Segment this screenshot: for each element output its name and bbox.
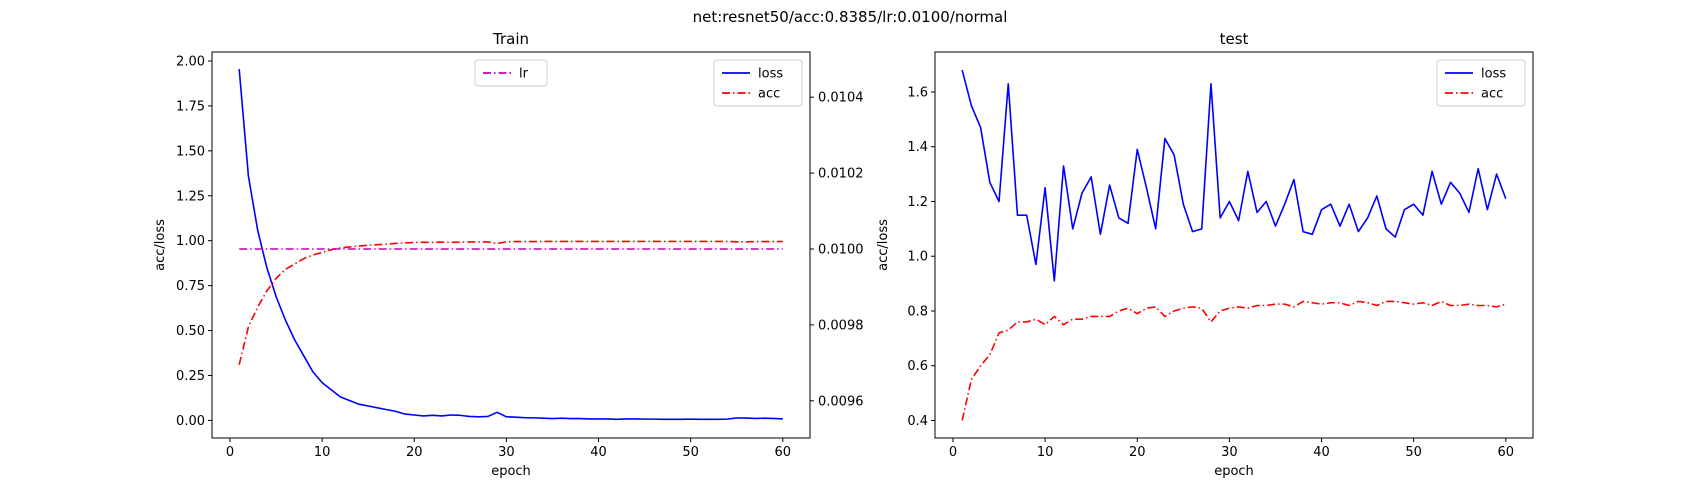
y2-tick-label: 0.0100 xyxy=(818,242,864,257)
legend-label-lr: lr xyxy=(519,67,529,82)
y2-tick-label: 0.0104 xyxy=(818,91,864,106)
y-tick-label: 0.50 xyxy=(176,324,205,339)
x-tick-label: 60 xyxy=(775,445,792,460)
x-axis-label: epoch xyxy=(491,464,531,479)
y-tick-label: 0.00 xyxy=(176,414,205,429)
x-tick-label: 0 xyxy=(226,445,234,460)
legend-box xyxy=(713,59,803,107)
x-tick-label: 40 xyxy=(590,445,607,460)
legend-label-acc: acc xyxy=(758,87,780,102)
panel-title: Train xyxy=(492,30,529,48)
y-tick-label: 0.25 xyxy=(176,369,205,384)
legend-label-acc: acc xyxy=(1481,87,1503,102)
series-line-loss xyxy=(238,69,783,421)
y-tick-label: 1.00 xyxy=(176,234,205,249)
y-tick-label: 0.75 xyxy=(176,279,205,294)
series-line-acc xyxy=(238,240,783,365)
x-tick-label: 60 xyxy=(1498,445,1515,460)
x-tick-label: 20 xyxy=(1129,445,1146,460)
series-line-loss xyxy=(961,69,1507,282)
legend-label-loss: loss xyxy=(758,67,783,82)
y-tick-label: 1.50 xyxy=(176,144,205,159)
y2-tick-label: 0.0102 xyxy=(818,167,864,182)
y-tick-label: 0.8 xyxy=(907,304,928,319)
legend-label-loss: loss xyxy=(1481,67,1506,82)
y2-tick-label: 0.0098 xyxy=(818,318,864,333)
y-tick-label: 0.4 xyxy=(907,414,928,429)
x-tick-label: 10 xyxy=(314,445,331,460)
y-tick-label: 1.2 xyxy=(907,195,928,210)
x-tick-label: 20 xyxy=(406,445,423,460)
y-tick-label: 0.6 xyxy=(907,359,928,374)
x-axis-label: epoch xyxy=(1214,464,1254,479)
plot-frame xyxy=(211,51,811,439)
x-tick-label: 30 xyxy=(498,445,515,460)
y-tick-label: 2.00 xyxy=(176,54,205,69)
figure-suptitle: net:resnet50/acc:0.8385/lr:0.0100/normal xyxy=(693,8,1008,26)
y-tick-label: 1.0 xyxy=(907,250,928,265)
x-tick-label: 40 xyxy=(1313,445,1330,460)
x-tick-label: 10 xyxy=(1037,445,1054,460)
y-tick-label: 1.4 xyxy=(907,140,928,155)
test-panel: test 0 10 20 30 40 50 60 0.4 0.6 0.8 1.0 1.2 1.4 1.6 ep… xyxy=(876,30,1534,479)
plot-frame xyxy=(934,51,1534,439)
y-axis-label: acc/loss xyxy=(876,219,891,271)
train-panel: Train 0 10 20 30 40 50 60 0.00 0.25 0.50 0.75 1.00 1.… xyxy=(153,30,864,479)
x-tick-label: 0 xyxy=(949,445,957,460)
x-tick-label: 50 xyxy=(682,445,699,460)
y-tick-label: 1.25 xyxy=(176,189,205,204)
y-axis-label: acc/loss xyxy=(153,219,168,271)
legend-box xyxy=(1436,59,1526,107)
y2-tick-label: 0.0096 xyxy=(818,394,864,409)
series-line-acc xyxy=(961,300,1507,421)
panel-title: test xyxy=(1220,30,1249,48)
y-tick-label: 1.75 xyxy=(176,99,205,114)
x-tick-label: 50 xyxy=(1405,445,1422,460)
x-tick-label: 30 xyxy=(1221,445,1238,460)
y-tick-label: 1.6 xyxy=(907,85,928,100)
